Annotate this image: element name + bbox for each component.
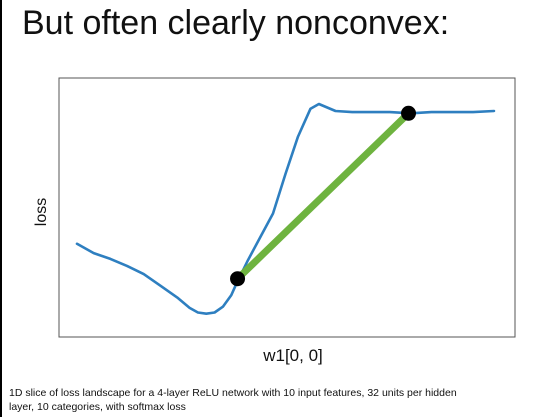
slide-left-border: [0, 0, 2, 417]
series-layer: [75, 102, 496, 315]
y-axis-label: loss: [33, 198, 50, 226]
plot-frame: [58, 77, 516, 338]
loss-curve-line-0: [75, 102, 496, 315]
chord-endpoint-marker-1: [401, 105, 417, 121]
slide-caption: 1D slice of loss landscape for a 4-layer…: [9, 387, 457, 413]
x-axis-label: w1[0, 0]: [262, 346, 323, 365]
chord-segment: [235, 110, 411, 282]
slide-title: But often clearly nonconvex:: [22, 4, 450, 42]
chord-layer: [235, 110, 411, 282]
chord-endpoint-marker-0: [230, 271, 246, 287]
marker-layer: [230, 105, 417, 287]
